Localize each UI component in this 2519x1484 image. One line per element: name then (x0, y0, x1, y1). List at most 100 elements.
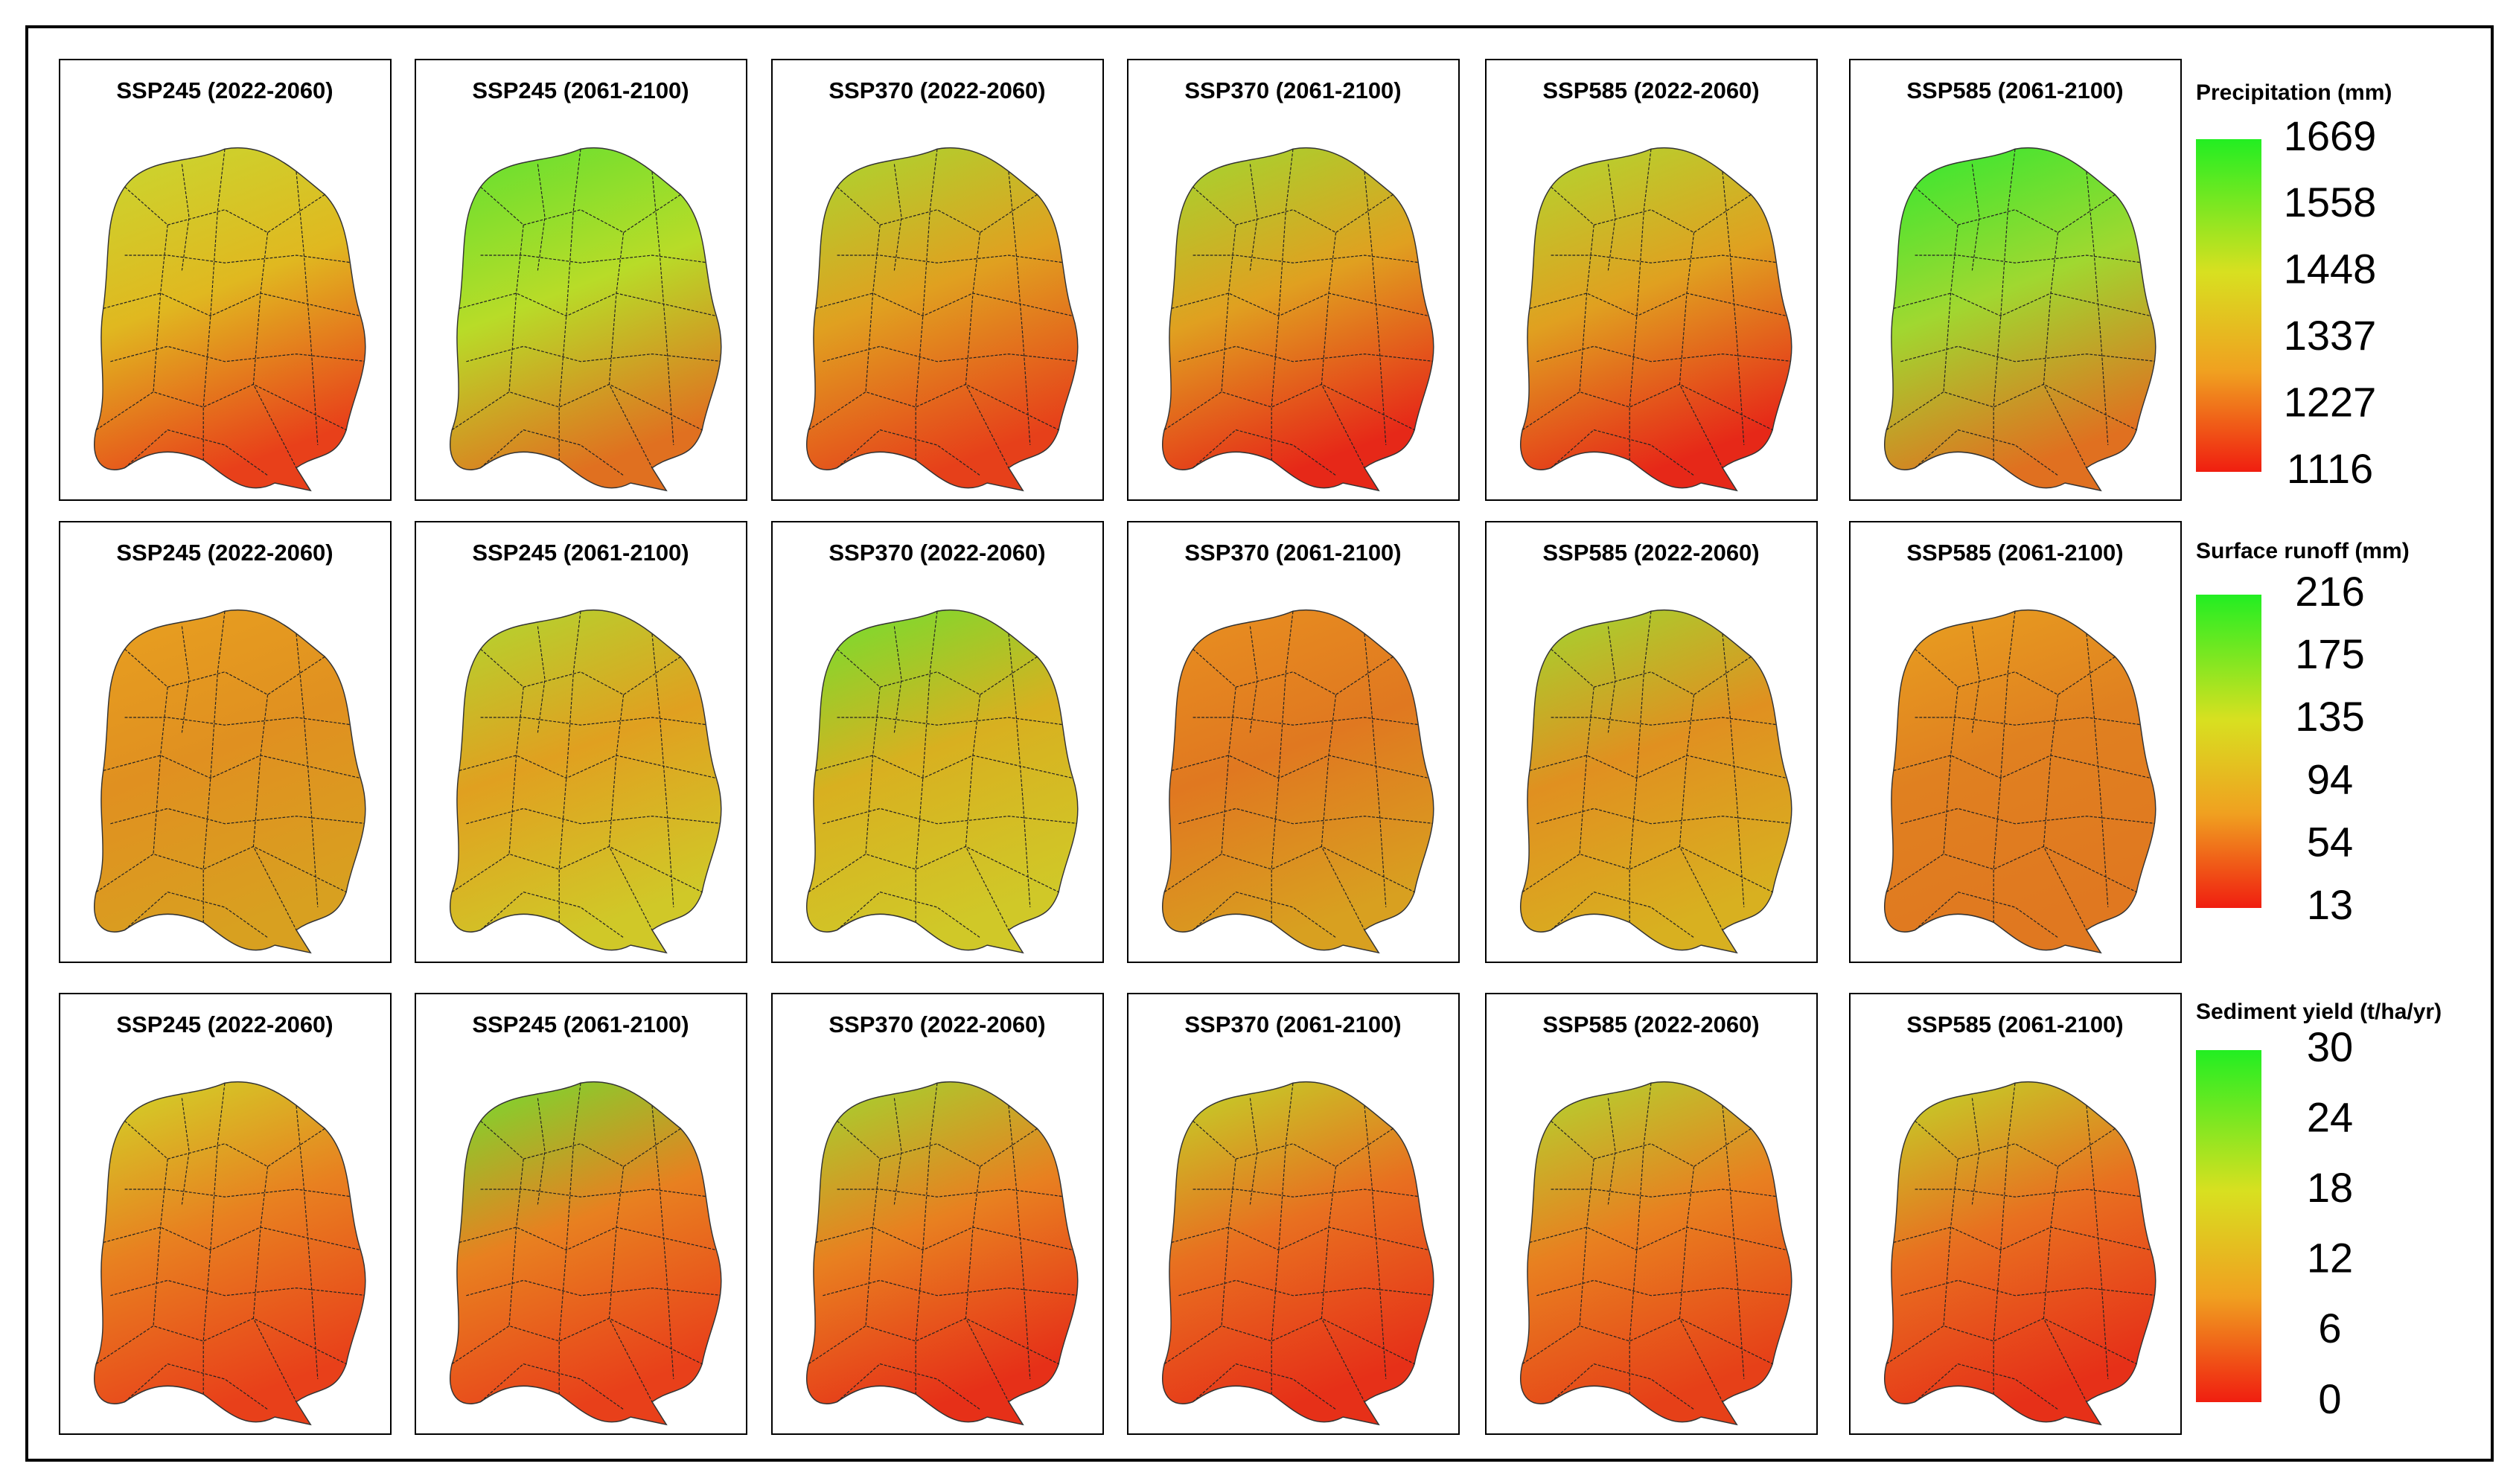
subbasin-boundary (480, 186, 681, 234)
subbasin-boundary (1522, 1317, 1773, 1365)
subbasin-boundary (252, 1166, 297, 1402)
basin-area (1161, 1081, 1434, 1426)
subbasin-boundary (1579, 1159, 1594, 1326)
legend-tick-label: 1448 (2284, 246, 2377, 292)
subbasin-lines (451, 149, 721, 476)
subbasin-boundary (808, 1317, 1059, 1365)
subbasin-lines (95, 611, 365, 938)
subbasin-boundary (103, 1226, 361, 1251)
legend-tick-label: 18 (2307, 1164, 2353, 1211)
basin-map (1883, 609, 2156, 954)
subbasin-boundary (480, 429, 624, 476)
subbasin-boundary (1321, 232, 1365, 468)
legend-tick-label: 1669 (2284, 112, 2377, 159)
basin-map (1883, 147, 2156, 492)
basin-map (1883, 1081, 2156, 1426)
subbasin-boundary (837, 429, 980, 476)
subbasin-boundary (1163, 845, 1415, 893)
subbasin-boundary (480, 255, 709, 263)
panel-title: SSP585 (2061-2100) (1906, 77, 2123, 103)
subbasin-boundary (815, 1226, 1073, 1251)
subbasin-boundary (837, 186, 1038, 234)
legend-tick-label: 30 (2307, 1023, 2353, 1070)
subbasin-boundary (95, 383, 347, 431)
panel-border (1127, 993, 1460, 1435)
basin-area (1161, 609, 1434, 954)
subbasin-boundary (110, 345, 365, 362)
subbasin-boundary (2043, 232, 2087, 468)
subbasin-boundary (1171, 755, 1429, 779)
subbasin-boundary (459, 1226, 717, 1251)
subbasin-lines (1163, 149, 1434, 476)
subbasin-boundary (1364, 171, 1387, 446)
subbasin-boundary (1529, 292, 1787, 317)
panel-title: SSP370 (2022-2060) (829, 77, 1045, 103)
subbasin-boundary (1915, 429, 2058, 476)
subbasin-boundary (480, 891, 624, 938)
panel-title: SSP370 (2061-2100) (1184, 77, 1401, 103)
subbasin-boundary (1971, 626, 1980, 733)
subbasin-boundary (296, 171, 319, 446)
subbasin-boundary (103, 292, 361, 317)
map-panel: SSP245 (2061-2100) (415, 59, 747, 501)
subbasin-boundary (1193, 1189, 1422, 1197)
subbasin-lines (808, 1083, 1078, 1410)
map-panel: SSP245 (2061-2100) (415, 521, 747, 963)
panel-title: SSP585 (2022-2060) (1542, 540, 1759, 566)
subbasin-boundary (1008, 171, 1031, 446)
subbasin-boundary (1579, 687, 1594, 854)
panel-border (1849, 993, 2182, 1435)
subbasin-boundary (815, 755, 1073, 779)
subbasin-lines (1886, 611, 2156, 938)
basin-area (93, 1081, 366, 1426)
subbasin-boundary (1163, 383, 1415, 431)
subbasin-boundary (1193, 648, 1393, 696)
subbasin-boundary (893, 626, 902, 733)
subbasin-boundary (608, 694, 653, 930)
subbasin-boundary (1893, 755, 2151, 779)
subbasin-boundary (103, 755, 361, 779)
subbasin-boundary (252, 232, 297, 468)
subbasin-boundary (537, 626, 546, 733)
basin-area (1519, 609, 1792, 954)
subbasin-boundary (124, 1189, 354, 1197)
subbasin-boundary (1551, 717, 1780, 726)
legend-tick-label: 13 (2307, 881, 2353, 928)
subbasin-boundary (1900, 1279, 2156, 1296)
subbasin-boundary (837, 1120, 1038, 1168)
subbasin-boundary (893, 164, 902, 271)
subbasin-boundary (2043, 1166, 2087, 1402)
legend-tick-label: 24 (2307, 1093, 2353, 1140)
subbasin-boundary (1536, 1279, 1792, 1296)
subbasin-boundary (508, 225, 524, 392)
subbasin-lines (451, 611, 721, 938)
subbasin-boundary (808, 383, 1059, 431)
basin-map (93, 1081, 366, 1426)
subbasin-boundary (865, 225, 881, 392)
subbasin-boundary (124, 891, 268, 938)
subbasin-boundary (2086, 1105, 2109, 1380)
subbasin-boundary (296, 1105, 319, 1380)
subbasin-boundary (1551, 648, 1752, 696)
basin-area (1883, 609, 2156, 954)
subbasin-boundary (451, 845, 703, 893)
subbasin-boundary (181, 164, 190, 271)
subbasin-boundary (1915, 891, 2058, 938)
subbasin-boundary (1551, 255, 1780, 263)
subbasin-boundary (451, 1317, 703, 1365)
basin-map (805, 147, 1079, 492)
subbasin-boundary (965, 694, 1009, 930)
map-panel: SSP245 (2022-2060) (59, 59, 392, 501)
subbasin-boundary (181, 626, 190, 733)
subbasin-boundary (508, 1159, 524, 1326)
panel-title: SSP370 (2061-2100) (1184, 1011, 1401, 1037)
panel-border (771, 993, 1104, 1435)
panel-border (771, 59, 1104, 501)
panel-border (59, 521, 392, 963)
subbasin-boundary (1943, 225, 1958, 392)
panel-border (59, 59, 392, 501)
subbasin-boundary (1915, 255, 2144, 263)
subbasin-boundary (808, 845, 1059, 893)
subbasin-boundary (1522, 845, 1773, 893)
subbasin-boundary (2086, 633, 2109, 908)
